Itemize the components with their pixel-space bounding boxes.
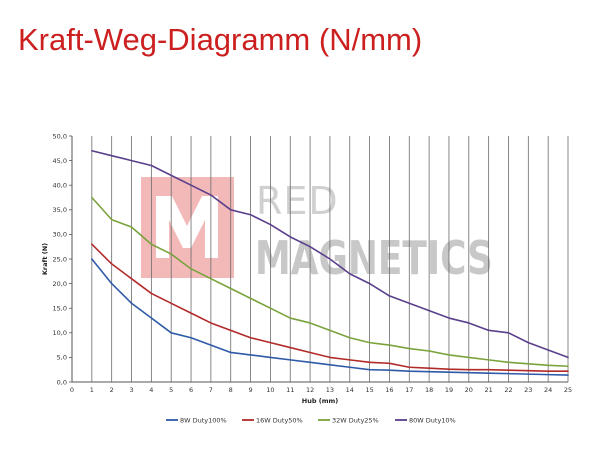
x-tick-label: 17 [405, 386, 413, 394]
x-tick-label: 7 [209, 386, 213, 394]
legend-label-4: 80W Duty10% [409, 416, 456, 424]
x-tick-label: 12 [306, 386, 314, 394]
watermark-line1: RED [256, 179, 339, 223]
x-tick-label: 0 [70, 386, 74, 394]
x-tick-label: 14 [346, 386, 354, 394]
y-tick-label: 5,0 [57, 354, 67, 362]
x-tick-label: 15 [365, 386, 373, 394]
x-tick-label: 13 [326, 386, 334, 394]
x-axis-label: Hub (mm) [302, 397, 338, 405]
series-line-1 [91, 258, 569, 376]
x-tick-label: 11 [286, 386, 294, 394]
legend-label-3: 32W Duty25% [332, 416, 379, 424]
x-tick-label: 24 [544, 386, 552, 394]
x-tick-label: 23 [524, 386, 532, 394]
y-tick-label: 35,0 [53, 206, 67, 214]
x-tick-label: 21 [484, 386, 492, 394]
x-tick-labels: 0 1 2 3 4 5 6 7 8 9 10 11 12 13 14 15 16 17 18 19 20 21 22 23 24… [70, 386, 572, 394]
y-tick-label: 45,0 [53, 157, 67, 165]
series-line-4 [91, 149, 569, 359]
y-tick-labels: 0,0 5,0 10,0 15,0 20,0 25,0 30,0 35,0 40,0 45,0 50… [53, 132, 72, 386]
y-tick-label: 20,0 [53, 280, 67, 288]
x-tick-label: 9 [248, 386, 252, 394]
watermark-line2: MAGNETICS [255, 231, 493, 285]
legend: 8W Duty100% 16W Duty50% 32W Duty25% 80W Dut… [166, 416, 456, 424]
x-tick-label: 19 [445, 386, 453, 394]
x-tick-label: 16 [385, 386, 393, 394]
legend-label-2: 16W Duty50% [256, 416, 303, 424]
x-tick-label: 20 [465, 386, 473, 394]
x-tick-label: 2 [110, 386, 114, 394]
y-tick-label: 30,0 [53, 231, 67, 239]
x-tick-label: 4 [149, 386, 153, 394]
y-tick-label: 10,0 [53, 329, 67, 337]
x-tick-label: 6 [189, 386, 193, 394]
page-title: Kraft-Weg-Diagramm (N/mm) [18, 22, 423, 57]
y-tick-label: 25,0 [53, 255, 67, 263]
y-tick-label: 50,0 [53, 132, 67, 140]
watermark-logo: RED MAGNETICS [141, 177, 493, 285]
x-tick-label: 10 [266, 386, 274, 394]
series-line-2 [91, 243, 569, 372]
grid [71, 136, 569, 382]
x-tick-label: 1 [90, 386, 94, 394]
y-tick-label: 40,0 [53, 182, 67, 190]
series-lines [91, 149, 569, 376]
series-line-3 [91, 196, 569, 368]
legend-label-1: 8W Duty100% [180, 416, 227, 424]
y-axis-label: Kraft (N) [41, 243, 49, 275]
y-tick-label: 0,0 [57, 378, 67, 386]
y-tick-label: 15,0 [53, 305, 67, 313]
x-tick-label: 22 [504, 386, 512, 394]
x-tick-label: 5 [169, 386, 173, 394]
x-tick-label: 18 [425, 386, 433, 394]
x-tick-label: 8 [229, 386, 233, 394]
x-tick-label: 3 [129, 386, 133, 394]
x-tick-label: 25 [564, 386, 572, 394]
